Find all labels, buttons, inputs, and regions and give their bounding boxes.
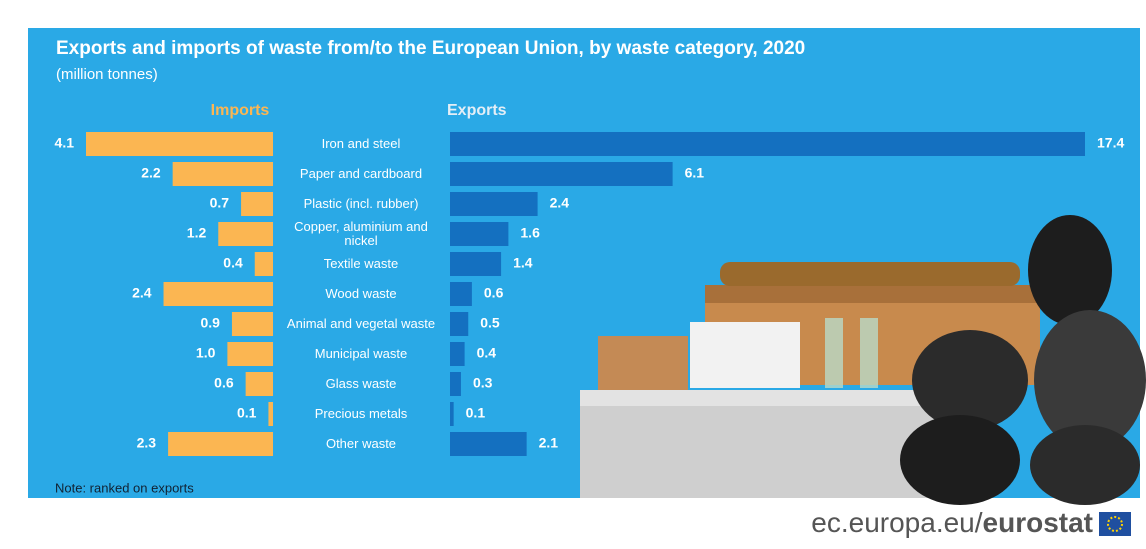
- category-label: Glass waste: [276, 377, 446, 391]
- value-label: 17.4: [1097, 135, 1124, 151]
- value-label: 2.2: [141, 165, 161, 181]
- value-label: 1.6: [520, 225, 540, 241]
- value-label: 2.4: [132, 285, 152, 301]
- bar: [164, 282, 273, 306]
- category-label: Textile waste: [276, 257, 446, 271]
- bag: [1030, 425, 1140, 505]
- value-label: 0.5: [480, 315, 500, 331]
- bar: [450, 372, 461, 396]
- box: [598, 336, 688, 390]
- bag: [1028, 215, 1112, 325]
- bar: [246, 372, 273, 396]
- bar: [450, 432, 527, 456]
- footer-brand: eurostat: [983, 507, 1093, 538]
- eu-flag: [1099, 512, 1131, 536]
- value-label: 2.4: [550, 195, 570, 211]
- value-label: 4.1: [55, 135, 75, 151]
- category-label: Wood waste: [276, 287, 446, 301]
- footer-site: ec.europa.eu/: [811, 507, 982, 538]
- value-label: 0.1: [237, 405, 257, 421]
- category-label: Municipal waste: [276, 347, 446, 361]
- value-label: 0.7: [210, 195, 230, 211]
- bar: [450, 132, 1085, 156]
- note: Note: ranked on exports: [55, 480, 194, 495]
- bar: [168, 432, 273, 456]
- bottle: [825, 318, 843, 388]
- bar: [86, 132, 273, 156]
- bar: [450, 252, 501, 276]
- bar: [232, 312, 273, 336]
- bag: [900, 415, 1020, 505]
- bar: [227, 342, 273, 366]
- table-top: [580, 390, 970, 406]
- value-label: 0.1: [466, 405, 486, 421]
- value-label: 0.9: [200, 315, 220, 331]
- value-label: 1.0: [196, 345, 216, 361]
- bar: [450, 192, 538, 216]
- crate-top: [705, 285, 1040, 303]
- compost: [720, 262, 1020, 286]
- bag: [912, 330, 1028, 430]
- value-label: 1.4: [513, 255, 533, 271]
- value-label: 6.1: [685, 165, 705, 181]
- category-label: Iron and steel: [276, 137, 446, 151]
- chart: Exports and imports of waste from/to the…: [0, 0, 1146, 549]
- category-label: Copper, aluminium and nickel: [276, 220, 446, 248]
- value-label: 0.3: [473, 375, 493, 391]
- bar: [173, 162, 273, 186]
- bar: [450, 312, 468, 336]
- chart-title: Exports and imports of waste from/to the…: [56, 38, 805, 59]
- papers: [690, 322, 800, 388]
- bar: [450, 342, 465, 366]
- category-label: Other waste: [276, 437, 446, 451]
- legend-imports: Imports: [211, 102, 270, 119]
- bottle: [860, 318, 878, 388]
- bar: [255, 252, 273, 276]
- value-label: 0.6: [214, 375, 234, 391]
- footer: ec.europa.eu/eurostat: [811, 507, 1093, 538]
- page: Exports and imports of waste from/to the…: [0, 0, 1146, 549]
- bar: [241, 192, 273, 216]
- value-label: 0.6: [484, 285, 504, 301]
- category-label: Plastic (incl. rubber): [276, 197, 446, 211]
- legend-exports: Exports: [447, 102, 507, 119]
- value-label: 0.4: [477, 345, 497, 361]
- value-label: 2.3: [137, 435, 157, 451]
- bar: [450, 222, 508, 246]
- category-label: Precious metals: [276, 407, 446, 421]
- bar: [450, 282, 472, 306]
- value-label: 1.2: [187, 225, 207, 241]
- bar: [218, 222, 273, 246]
- category-label: Paper and cardboard: [276, 167, 446, 181]
- bar: [268, 402, 273, 426]
- category-label: Animal and vegetal waste: [276, 317, 446, 331]
- bar: [450, 402, 454, 426]
- value-label: 0.4: [223, 255, 243, 271]
- chart-subtitle: (million tonnes): [56, 66, 158, 83]
- value-label: 2.1: [539, 435, 559, 451]
- bar: [450, 162, 673, 186]
